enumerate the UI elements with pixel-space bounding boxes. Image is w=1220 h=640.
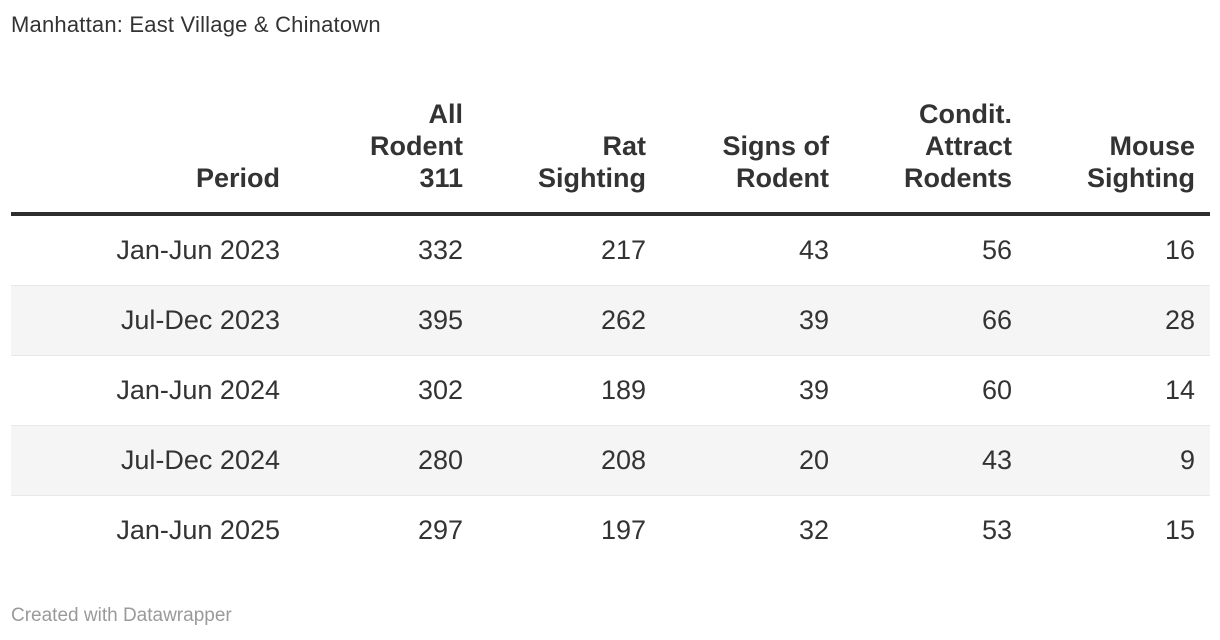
cell-signs-of-rodent: 43 [798, 235, 829, 265]
datawrapper-credit-link[interactable]: Created with Datawrapper [11, 605, 232, 626]
cell-mouse-sighting: 16 [1164, 235, 1195, 265]
cell-all-rodent-311: 297 [417, 515, 463, 545]
table-row: Jul-Dec 2024 280 208 20 43 9 [11, 425, 1210, 496]
cell-signs-of-rodent: 39 [798, 305, 829, 335]
cell-rat-sighting: 262 [600, 305, 646, 335]
chart-container: Manhattan: East Village & Chinatown Peri… [11, 12, 1210, 627]
cell-period: Jan-Jun 2025 [116, 515, 280, 545]
chart-title: Manhattan: East Village & Chinatown [11, 12, 381, 37]
cell-mouse-sighting: 9 [1179, 445, 1195, 475]
cell-rat-sighting: 208 [600, 445, 646, 475]
cell-condit-attract-rodents: 66 [981, 305, 1012, 335]
column-header-all-rodent-311: All Rodent 311 [295, 98, 478, 216]
column-header-condit-attract-rodents: Condit. Attract Rodents [844, 98, 1027, 216]
table-row: Jan-Jun 2023 332 217 43 56 16 [11, 214, 1210, 286]
cell-all-rodent-311: 280 [417, 445, 463, 475]
column-header-mouse-sighting: Mouse Sighting [1027, 98, 1210, 216]
cell-period: Jul-Dec 2024 [120, 445, 280, 475]
cell-mouse-sighting: 28 [1164, 305, 1195, 335]
cell-all-rodent-311: 332 [417, 235, 463, 265]
header-row: Period All Rodent 311 Rat Sighting Signs… [11, 98, 1210, 216]
cell-all-rodent-311: 395 [417, 305, 463, 335]
column-header-period: Period [11, 98, 295, 216]
table-row: Jul-Dec 2023 395 262 39 66 28 [11, 285, 1210, 356]
cell-period: Jul-Dec 2023 [120, 305, 280, 335]
cell-condit-attract-rodents: 56 [981, 235, 1012, 265]
cell-condit-attract-rodents: 53 [981, 515, 1012, 545]
cell-signs-of-rodent: 20 [798, 445, 829, 475]
cell-condit-attract-rodents: 60 [981, 375, 1012, 405]
table-row: Jan-Jun 2024 302 189 39 60 14 [11, 355, 1210, 426]
cell-mouse-sighting: 15 [1164, 515, 1195, 545]
table-row: Jan-Jun 2025 297 197 32 53 15 [11, 495, 1210, 566]
cell-signs-of-rodent: 39 [798, 375, 829, 405]
cell-mouse-sighting: 14 [1164, 375, 1195, 405]
cell-all-rodent-311: 302 [417, 375, 463, 405]
cell-condit-attract-rodents: 43 [981, 445, 1012, 475]
table-body: Jan-Jun 2023 332 217 43 56 16 Jul-Dec 20… [11, 214, 1210, 565]
cell-rat-sighting: 197 [600, 515, 646, 545]
cell-rat-sighting: 217 [600, 235, 646, 265]
cell-rat-sighting: 189 [600, 375, 646, 405]
cell-period: Jan-Jun 2023 [116, 235, 280, 265]
data-table: Period All Rodent 311 Rat Sighting Signs… [11, 98, 1210, 565]
column-header-rat-sighting: Rat Sighting [478, 98, 661, 216]
cell-signs-of-rodent: 32 [798, 515, 829, 545]
table-header: Period All Rodent 311 Rat Sighting Signs… [11, 98, 1210, 216]
cell-period: Jan-Jun 2024 [116, 375, 280, 405]
column-header-signs-of-rodent: Signs of Rodent [661, 98, 844, 216]
chart-footer: Created with Datawrapper [11, 605, 1210, 627]
